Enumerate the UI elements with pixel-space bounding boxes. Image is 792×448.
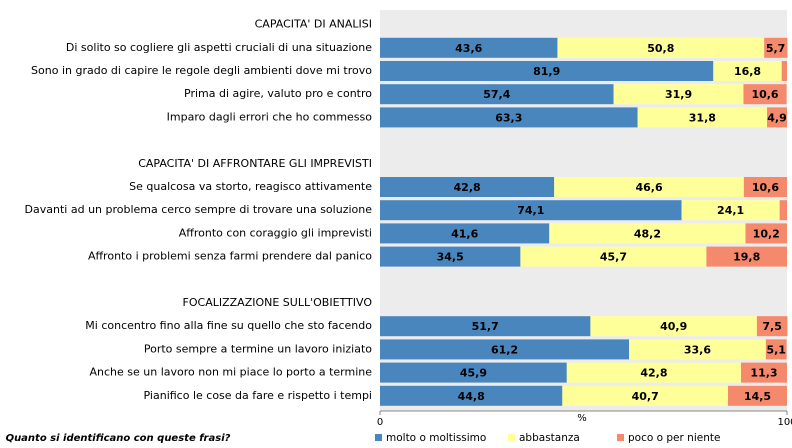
y-tick-label: FOCALIZZAZIONE SULL'OBIETTIVO [183, 296, 373, 309]
legend-swatch [508, 434, 515, 441]
y-tick-label: CAPACITA' DI AFFRONTARE GLI IMPREVISTI [138, 157, 372, 170]
bar-segment [380, 316, 591, 337]
value-label: 11,3 [750, 367, 777, 380]
y-tick-label: Imparo dagli errori che ho commesso [167, 110, 373, 123]
bar-segment [380, 362, 567, 383]
value-label: 45,7 [600, 251, 627, 264]
y-tick-label: Mi concentro fino alla fine su quello ch… [85, 319, 372, 332]
bar-segment [727, 385, 787, 406]
bar-segment [741, 362, 787, 383]
bar-segment [713, 61, 782, 81]
x-tick-label: 0 [377, 417, 383, 428]
value-label: 61,2 [491, 343, 518, 356]
bar-segment [380, 84, 614, 105]
y-tick-label: Se qualcosa va storto, reagisco attivame… [129, 180, 372, 193]
value-label: 40,7 [632, 390, 659, 403]
bar-segment [380, 385, 563, 406]
value-label: 40,9 [660, 320, 687, 333]
legend-swatch [617, 434, 624, 441]
note: Quanto si identificano con queste frasi? [6, 433, 231, 444]
value-label: 46,6 [635, 181, 662, 194]
bar-segment [756, 316, 788, 337]
bar-segment [767, 107, 787, 128]
bar-segment [764, 37, 788, 58]
legend-label: poco o per niente [628, 432, 720, 444]
x-axis-label: % [577, 413, 587, 424]
bar-segment [520, 246, 707, 267]
bar-segment [637, 107, 768, 128]
value-label: 19,8 [733, 251, 760, 264]
bar-segment [743, 177, 787, 197]
value-label: 42,8 [454, 181, 481, 194]
value-label: 44,8 [458, 390, 485, 403]
y-tick-label: Porto sempre a termine un lavoro iniziat… [144, 342, 372, 355]
value-label: 51,7 [472, 320, 499, 333]
y-tick-label: CAPACITA' DI ANALISI [255, 18, 372, 31]
value-label: 34,5 [437, 251, 464, 264]
bar-segment [380, 339, 630, 360]
bar-segment [380, 177, 555, 197]
bar-segment [629, 339, 766, 360]
value-label: 50,8 [647, 42, 674, 55]
value-label: 48,2 [634, 227, 661, 240]
y-tick-label: Anche se un lavoro non mi piace lo porto… [89, 366, 372, 379]
bar-segment [779, 200, 787, 221]
value-label: 33,6 [684, 343, 711, 356]
value-label: 81,9 [533, 65, 560, 78]
bar-segment [380, 37, 558, 58]
value-label: 43,6 [455, 42, 482, 55]
y-tick-label: Di solito so cogliere gli aspetti crucia… [66, 41, 372, 54]
y-tick-label: Affronto con coraggio gli imprevisti [179, 226, 372, 239]
bar-segment [681, 200, 780, 221]
legend-swatch [375, 434, 382, 441]
value-label: 63,3 [495, 111, 522, 124]
value-label: 31,9 [665, 88, 692, 101]
bar-segment [590, 316, 757, 337]
x-tick-label: 100 [777, 417, 792, 428]
value-label: 57,4 [483, 88, 510, 101]
legend-label: molto o moltissimo [386, 432, 486, 444]
bar-segment [380, 107, 638, 128]
value-label: 41,6 [451, 227, 478, 240]
bar-segment [549, 223, 746, 244]
bar-segment [380, 223, 550, 244]
value-label: 16,8 [734, 65, 761, 78]
bar-segment [781, 61, 787, 81]
y-tick-label: Prima di agire, valuto pro e contro [184, 87, 372, 100]
bar-segment [706, 246, 787, 267]
value-label: 5,7 [766, 42, 786, 55]
y-tick-label: Pianifico le cose da fare e rispetto i t… [144, 389, 372, 402]
bar-segment [745, 223, 787, 244]
value-label: 14,5 [744, 390, 771, 403]
bar-segment [380, 246, 521, 267]
value-label: 45,9 [460, 367, 487, 380]
y-tick-label: Affronto i problemi senza farmi prendere… [88, 250, 372, 263]
y-tick-label: Davanti ad un problema cerco sempre di t… [25, 203, 373, 216]
bar-segment [557, 37, 765, 58]
value-label: 7,5 [762, 320, 782, 333]
bar-segment [566, 362, 742, 383]
bar-segment [613, 84, 744, 105]
value-label: 74,1 [517, 204, 544, 217]
bar-segment [554, 177, 744, 197]
value-label: 10,2 [753, 227, 780, 240]
bar-segment [380, 61, 714, 81]
bar-segment [743, 84, 787, 105]
y-tick-label: Sono in grado di capire le regole degli … [31, 64, 372, 77]
value-label: 4,9 [767, 111, 787, 124]
value-label: 10,6 [752, 181, 779, 194]
bar-segment [765, 339, 787, 360]
value-label: 5,1 [766, 343, 786, 356]
value-label: 24,1 [717, 204, 744, 217]
legend-label: abbastanza [519, 432, 580, 444]
value-label: 10,6 [751, 88, 778, 101]
value-label: 42,8 [640, 367, 667, 380]
bar-segment [380, 200, 682, 221]
bar-segment [562, 385, 728, 406]
value-label: 31,8 [689, 111, 716, 124]
